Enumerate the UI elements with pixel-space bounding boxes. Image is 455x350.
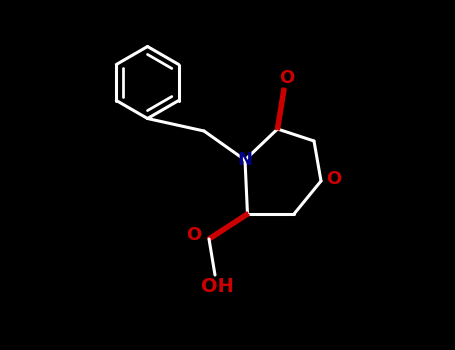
Text: O: O [279, 69, 294, 87]
Text: N: N [238, 151, 253, 169]
Text: O: O [326, 169, 342, 188]
Text: OH: OH [201, 276, 234, 295]
Text: O: O [187, 226, 202, 244]
